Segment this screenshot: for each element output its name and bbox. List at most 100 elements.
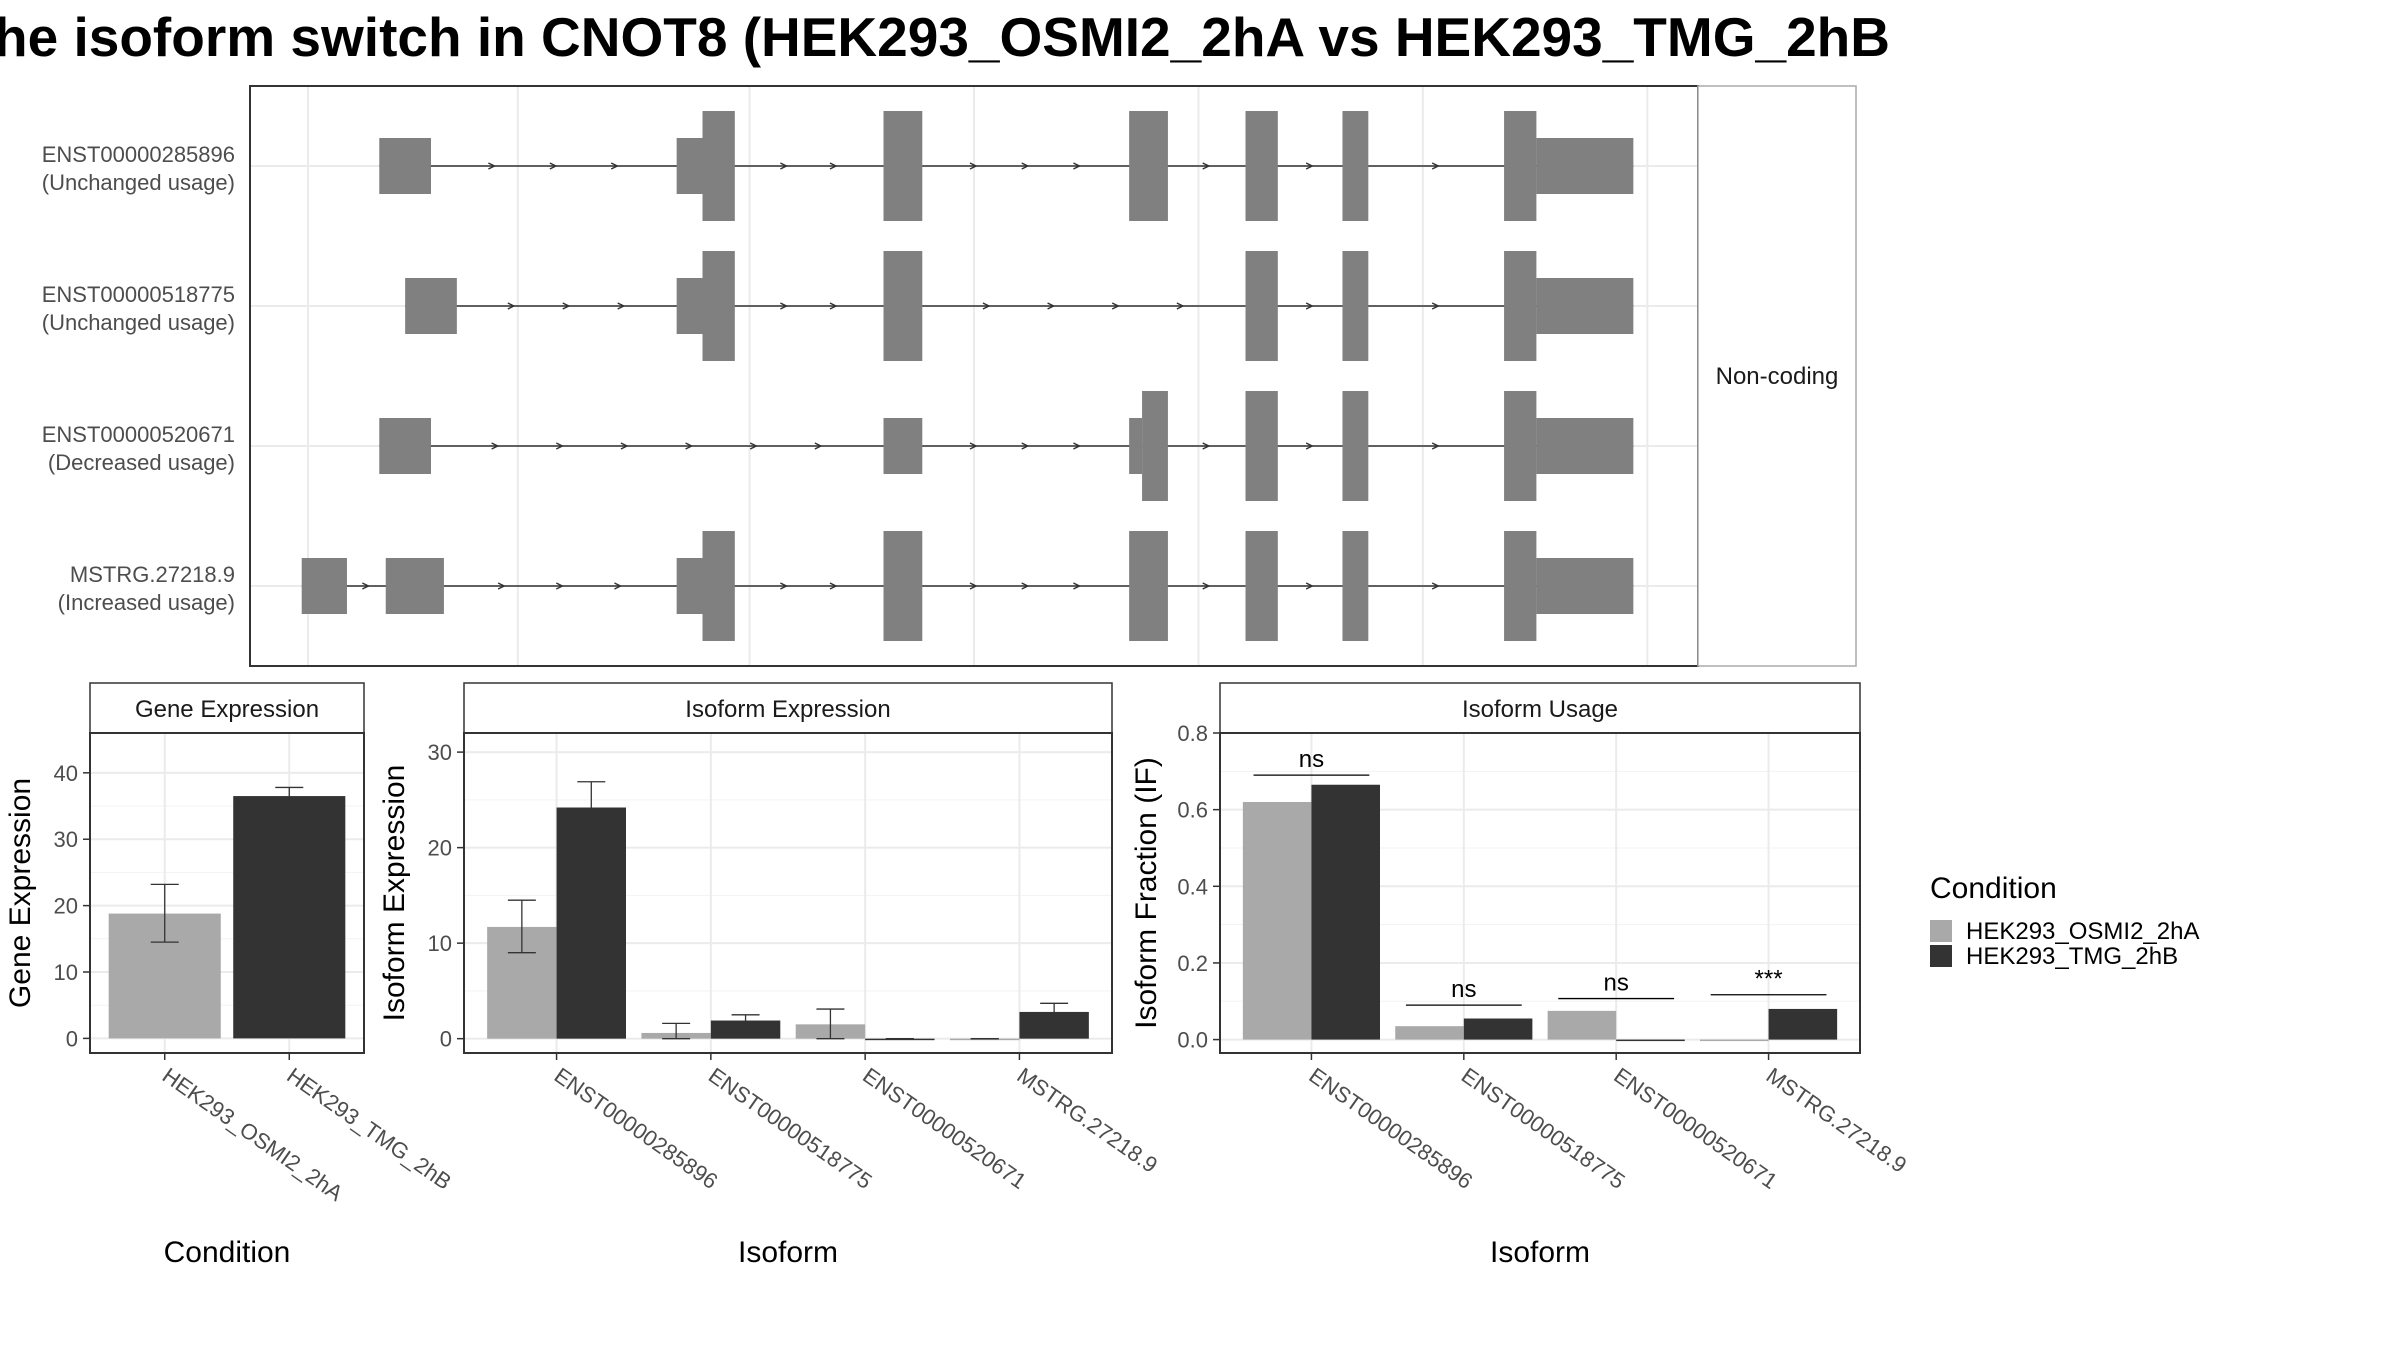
bar	[1700, 1039, 1769, 1042]
intron-direction-arrow	[1111, 302, 1120, 310]
y-axis-title: Isoform Expression	[378, 765, 411, 1022]
plot-border	[1219, 732, 1861, 1054]
intron-direction-arrow	[562, 302, 571, 310]
intron-direction-arrow	[555, 442, 564, 450]
isoform-id-label: MSTRG.27218.9	[70, 562, 235, 587]
y-tick-label: 0	[66, 1026, 78, 1051]
intron-direction-arrow	[1431, 582, 1440, 590]
panel-strip	[463, 682, 1113, 734]
panel-strip	[89, 682, 365, 734]
exon-block	[1245, 391, 1278, 501]
y-tick-label: 0.4	[1177, 874, 1208, 899]
exon-block	[883, 531, 923, 641]
intron-direction-arrow	[1202, 162, 1211, 170]
isoform-status-label: (Unchanged usage)	[42, 170, 235, 195]
intron-direction-arrow	[1431, 302, 1440, 310]
exon-block	[702, 531, 735, 641]
isoform-expression-panel: Isoform Expression 0 10 20 30 ENST00000285896…	[378, 682, 1163, 1269]
x-tick-label: ENST00000520671	[858, 1063, 1031, 1194]
intron-direction-arrow	[814, 442, 823, 450]
exon-block	[883, 251, 923, 361]
intron-direction-arrow	[969, 442, 978, 450]
intron-direction-arrow	[982, 302, 991, 310]
y-tick-label: 10	[54, 960, 78, 985]
exon-block	[1342, 111, 1369, 221]
intron-direction-arrow	[1431, 442, 1440, 450]
intron-direction-arrow	[829, 302, 838, 310]
exon-block	[1245, 531, 1278, 641]
bar	[1616, 1039, 1685, 1042]
isoform-id-label: ENST00000285896	[42, 142, 235, 167]
exon-block	[676, 138, 703, 194]
intron-direction-arrow	[610, 162, 619, 170]
intron-direction-arrow	[749, 442, 758, 450]
x-axis-title: Isoform	[738, 1236, 838, 1269]
intron-direction-arrow	[969, 582, 978, 590]
exon-block	[1342, 531, 1369, 641]
exon-block	[1536, 278, 1634, 334]
bar	[1242, 801, 1312, 1040]
x-tick-label: ENST00000518775	[1457, 1063, 1630, 1194]
bar	[710, 1020, 781, 1039]
x-tick-label: MSTRG.27218.9	[1013, 1063, 1163, 1178]
isoform-id-label: ENST00000518775	[42, 282, 235, 307]
exon-block	[702, 251, 735, 361]
panel-strip	[1219, 682, 1861, 734]
plot-border	[463, 732, 1113, 1054]
bar	[233, 796, 346, 1039]
x-tick-label: MSTRG.27218.9	[1762, 1063, 1912, 1178]
x-axis-title: Isoform	[1490, 1236, 1590, 1269]
exon-block	[1129, 418, 1143, 474]
exon-block	[1504, 531, 1537, 641]
panel-strip-title: Isoform Expression	[685, 696, 890, 723]
x-tick-label: ENST00000285896	[1305, 1063, 1478, 1194]
panel-strip-title: Isoform Usage	[1462, 696, 1618, 723]
exon-block	[405, 278, 457, 334]
intron-direction-arrow	[1305, 302, 1314, 310]
exon-block	[676, 278, 703, 334]
bar	[865, 1038, 935, 1041]
exon-block	[379, 138, 431, 194]
intron-direction-arrow	[1305, 442, 1314, 450]
intron-direction-arrow	[1305, 582, 1314, 590]
intron-direction-arrow	[685, 442, 694, 450]
exon-block	[1245, 111, 1278, 221]
facet-label: Non-coding	[1716, 363, 1839, 390]
intron-direction-arrow	[614, 582, 623, 590]
exon-block	[1342, 391, 1369, 501]
intron-direction-arrow	[969, 162, 978, 170]
exon-block	[1142, 391, 1168, 501]
isoform-id-label: ENST00000520671	[42, 422, 235, 447]
significance-label: ns	[1604, 970, 1629, 997]
transcript-structure-panel: ENST00000285896 (Unchanged usage) ENST0000…	[42, 85, 1857, 667]
intron-direction-arrow	[1047, 302, 1056, 310]
intron-direction-arrow	[1021, 582, 1030, 590]
exon-block	[702, 111, 735, 221]
bar	[1395, 1026, 1464, 1040]
legend-key	[1930, 920, 1952, 942]
y-tick-label: 10	[428, 931, 452, 956]
y-axis-title: Isoform Fraction (IF)	[1130, 757, 1163, 1029]
exon-block	[1536, 138, 1634, 194]
y-axis-title: Gene Expression	[4, 778, 37, 1008]
intron-direction-arrow	[549, 162, 558, 170]
isoform-status-label: (Decreased usage)	[48, 450, 235, 475]
y-tick-label: 40	[54, 761, 78, 786]
intron-direction-arrow	[780, 582, 789, 590]
significance-label: ns	[1299, 746, 1324, 773]
exon-block	[301, 558, 347, 614]
intron-direction-arrow	[620, 442, 629, 450]
isoform-status-label: (Unchanged usage)	[42, 310, 235, 335]
intron-direction-arrow	[491, 442, 500, 450]
intron-direction-arrow	[1021, 442, 1030, 450]
plot-border	[89, 732, 365, 1054]
intron-direction-arrow	[780, 162, 789, 170]
legend-title: Condition	[1930, 872, 2057, 905]
intron-direction-arrow	[1021, 162, 1030, 170]
exon-block	[1536, 418, 1634, 474]
y-tick-label: 20	[54, 894, 78, 919]
legend-entry-label: HEK293_OSMI2_2hA	[1966, 918, 2199, 945]
bar	[950, 1038, 1020, 1041]
exon-block	[1129, 111, 1168, 221]
intron-direction-arrow	[1073, 442, 1082, 450]
